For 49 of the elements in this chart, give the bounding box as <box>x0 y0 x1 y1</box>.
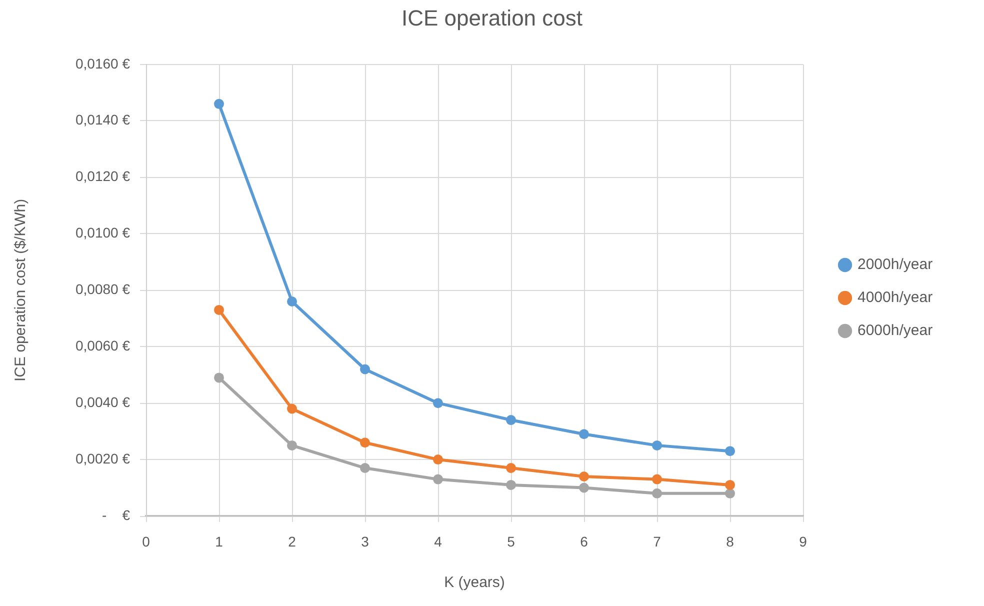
point <box>579 471 589 482</box>
point <box>579 429 589 440</box>
y-tick-label: 0,0080 € <box>76 281 130 298</box>
point <box>579 482 589 493</box>
point <box>433 454 443 465</box>
point <box>652 488 662 498</box>
y-tick-label: 0,0100 € <box>76 224 130 241</box>
y-tick-label: - € <box>102 506 130 523</box>
point <box>214 372 224 383</box>
point <box>214 98 224 109</box>
point <box>433 474 443 484</box>
y-axis-title: ICE operation cost ($/KWh) <box>12 198 30 382</box>
x-tick-label: 8 <box>726 533 734 550</box>
legend-label: 4000h/year <box>858 289 933 306</box>
point <box>287 296 297 306</box>
point <box>360 364 370 374</box>
y-tick-label: 0,0020 € <box>76 450 130 466</box>
y-tick-label: 0,0060 € <box>76 338 130 354</box>
x-tick-label: 2 <box>288 533 296 550</box>
point <box>360 438 370 448</box>
point <box>652 474 662 484</box>
point <box>287 404 297 414</box>
point <box>433 398 443 408</box>
y-tick-label: 0,0040 € <box>76 394 130 410</box>
x-axis-title: K (years) <box>444 574 505 592</box>
point <box>506 463 516 474</box>
x-tick-label: 1 <box>215 533 224 550</box>
x-tick-label: 3 <box>361 533 370 550</box>
x-tick-label: 7 <box>653 533 662 550</box>
point <box>725 480 735 490</box>
point <box>725 446 735 456</box>
x-tick-label: 9 <box>799 533 808 550</box>
legend-label: 2000h/year <box>858 256 933 274</box>
point <box>652 440 662 450</box>
point <box>287 440 297 450</box>
point <box>506 480 516 490</box>
point <box>506 415 516 426</box>
point <box>214 304 224 315</box>
x-tick-label: 6 <box>580 533 588 550</box>
y-tick-label: 0,0140 € <box>76 112 130 128</box>
y-tick-label: 0,0160 € <box>76 55 130 72</box>
x-tick-label: 4 <box>434 533 442 550</box>
point <box>360 463 370 474</box>
x-tick-label: 0 <box>142 533 150 550</box>
chart-title: ICE operation cost <box>402 5 582 30</box>
x-tick-label: 5 <box>507 533 516 550</box>
legend-label: 6000h/year <box>858 322 933 340</box>
point <box>725 488 735 498</box>
y-tick-label: 0,0120 € <box>76 168 130 184</box>
